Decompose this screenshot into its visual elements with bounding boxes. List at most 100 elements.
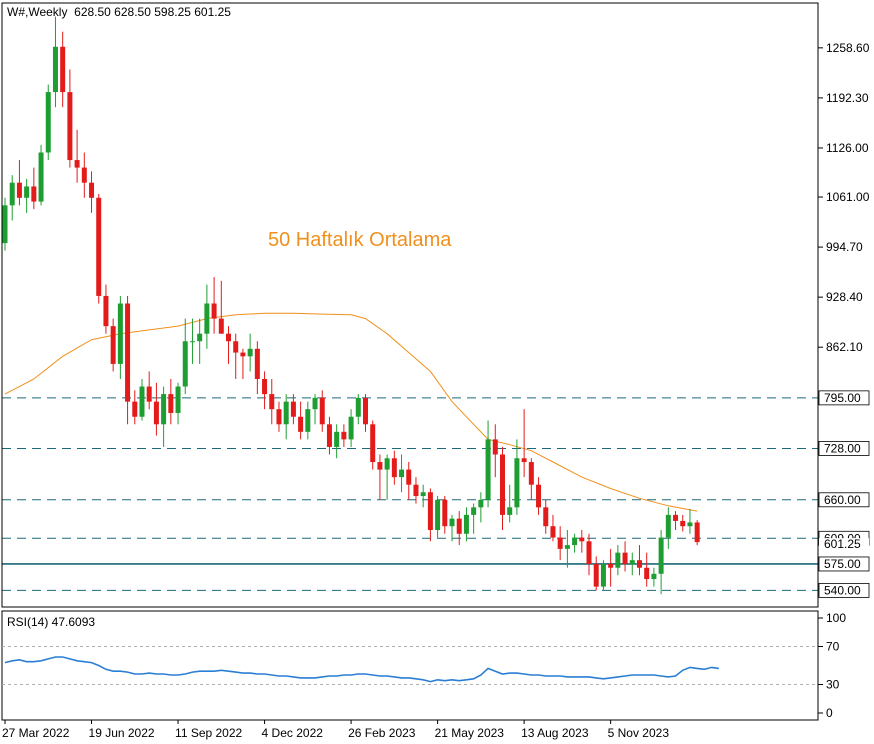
candle [579, 529, 585, 553]
candle [514, 439, 520, 515]
candle-body [384, 458, 390, 470]
candle [622, 541, 628, 572]
candle-body [514, 458, 520, 508]
x-tick-label: 4 Dec 2022 [262, 726, 324, 740]
candle-body [586, 541, 592, 564]
candle [564, 529, 570, 568]
candle-body [471, 507, 477, 515]
level-label: 540.00 [824, 583, 861, 597]
candle [658, 529, 664, 595]
candle-body [449, 518, 455, 527]
candle-body [557, 537, 563, 549]
x-tick-label: 26 Feb 2023 [348, 726, 416, 740]
candle [24, 178, 30, 213]
candle [507, 484, 513, 523]
rsi-panel-frame [1, 610, 819, 721]
y-tick-label: 1192.30 [826, 91, 869, 105]
candle [485, 420, 491, 508]
candle-body [262, 378, 268, 395]
rsi-panel: 100 70 30 0 [2, 611, 846, 720]
candle [182, 318, 188, 395]
candle [226, 326, 232, 364]
candle [283, 394, 289, 440]
candle-body [348, 416, 354, 440]
level-label-box [818, 556, 870, 572]
candle [31, 167, 37, 210]
candle-body [233, 341, 239, 353]
candle-body [16, 182, 22, 198]
candle-body [615, 552, 621, 568]
candle-body [60, 46, 66, 93]
candle-body [96, 197, 102, 296]
candle-body [2, 205, 8, 244]
candle [492, 424, 498, 478]
candle-body [290, 401, 296, 417]
level-label-box [818, 441, 870, 456]
candle-body [355, 397, 361, 417]
candle [377, 454, 383, 500]
candle [550, 514, 556, 542]
candle [233, 333, 239, 379]
candle-body [326, 424, 332, 447]
candle [536, 477, 542, 515]
x-tick-label: 21 May 2023 [435, 726, 505, 740]
candle-body [52, 46, 58, 93]
candle-body [463, 514, 469, 534]
candle [175, 382, 181, 425]
candle [615, 545, 621, 576]
candle-body [161, 394, 167, 425]
x-tick-label: 11 Sep 2022 [175, 726, 242, 740]
candle-body [312, 397, 318, 410]
candle-body [406, 469, 412, 485]
candle [557, 526, 563, 561]
candle [586, 533, 592, 576]
candle-body [197, 333, 203, 342]
candle [363, 394, 368, 432]
candle-body [153, 401, 159, 425]
candle [38, 144, 44, 206]
candle [406, 462, 412, 500]
candle [67, 69, 73, 168]
candle-body [636, 560, 642, 568]
candle [326, 416, 332, 455]
candle [96, 194, 102, 304]
candle-body [543, 507, 549, 527]
candle-body [622, 552, 628, 564]
candle [189, 318, 195, 364]
symbol-label: W#,Weekly [7, 5, 68, 19]
candle [125, 295, 131, 425]
candle [680, 514, 686, 532]
candles [2, 16, 700, 595]
candle [2, 197, 8, 251]
candle-body [521, 458, 527, 463]
candle [449, 514, 455, 542]
candle-body [694, 522, 700, 543]
candle [572, 533, 578, 553]
candle [146, 371, 152, 410]
y-tick-label: 1258.60 [826, 41, 870, 55]
candle-body [175, 386, 181, 413]
candle-body [247, 348, 253, 357]
y-tick-label: 928.40 [826, 290, 863, 304]
candle [435, 496, 441, 538]
candle [499, 446, 505, 530]
candle [74, 129, 80, 183]
candle-body [67, 92, 73, 161]
candle-body [629, 560, 635, 564]
candle [276, 401, 282, 432]
chart-header: W#,Weekly 628.50 628.50 598.25 601.25 [7, 5, 231, 19]
candle-body [89, 182, 95, 198]
candle [593, 556, 599, 591]
candle-body [399, 469, 405, 478]
candle [161, 386, 167, 447]
candle-body [283, 401, 289, 425]
candle [600, 560, 606, 591]
candle [269, 378, 275, 425]
candle [204, 284, 210, 349]
candle [521, 409, 527, 478]
candle-body [413, 484, 419, 497]
ma50-line [4, 312, 698, 512]
candle [197, 318, 203, 364]
candle-body [492, 439, 498, 455]
